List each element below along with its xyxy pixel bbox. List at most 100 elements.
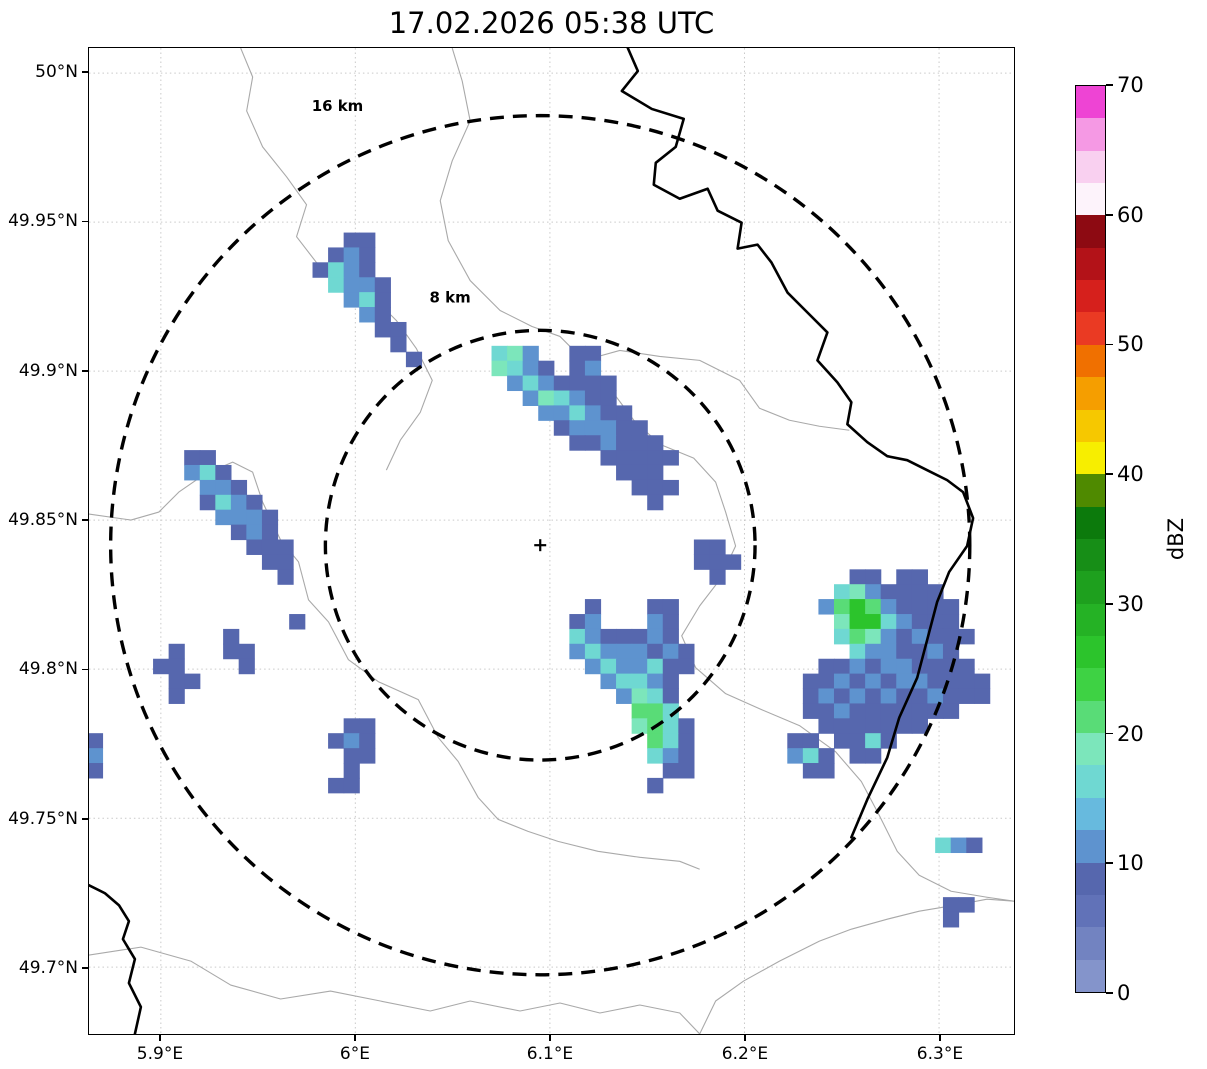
y-tick-label: 49.75°N [8, 808, 78, 829]
y-tick-label: 49.8°N [18, 659, 78, 680]
colorbar-segment [1076, 441, 1105, 475]
x-tick-mark [549, 1035, 551, 1041]
radar-cell [261, 509, 279, 526]
radar-cell [647, 733, 664, 749]
radar-cell [584, 628, 602, 645]
radar-cell [359, 247, 376, 263]
radar-cell [911, 718, 928, 734]
radar-cell [880, 614, 897, 630]
radar-cell [833, 599, 851, 615]
radar-cell [584, 599, 602, 615]
radar-cell [678, 763, 695, 779]
radar-cell [865, 584, 882, 600]
radar-cell [662, 599, 679, 615]
radar-cell [647, 643, 664, 660]
colorbar-axis-label: dBZ [1164, 517, 1188, 561]
radar-cell [343, 733, 360, 749]
radar-cell [662, 628, 679, 645]
radar-cell [647, 658, 664, 675]
radar-cell [865, 673, 882, 690]
colorbar-segment [1076, 215, 1105, 248]
radar-cell [958, 658, 975, 675]
radar-cell [927, 643, 944, 660]
radar-cell [849, 628, 866, 645]
radar-cell [631, 435, 648, 451]
river-line [89, 883, 143, 1034]
colorbar-segment [1076, 409, 1105, 442]
plot-title: 17.02.2026 05:38 UTC [388, 6, 715, 40]
radar-cell [958, 673, 975, 690]
radar-cell [818, 599, 835, 615]
radar-cell [553, 420, 570, 436]
radar-cell [833, 718, 851, 734]
x-tick-label: 6°E [339, 1044, 370, 1064]
radar-cell [289, 614, 306, 630]
colorbar-tick-label: 30 [1117, 591, 1144, 616]
radar-cell [678, 748, 695, 764]
y-tick-label: 50°N [35, 62, 78, 83]
radar-cell [880, 584, 897, 600]
radar-cell [491, 345, 508, 362]
colorbar-segment [1076, 830, 1105, 863]
radar-cell [958, 897, 975, 913]
radar-cell [584, 345, 602, 362]
range-ring-label: 16 km [312, 97, 364, 115]
radar-cell [507, 345, 524, 362]
colorbar-tick-label: 0 [1117, 981, 1131, 1005]
radar-cell [600, 375, 617, 392]
colorbar-tick-label: 70 [1117, 73, 1144, 97]
colorbar-tick-label: 20 [1117, 721, 1144, 746]
map-plot-area: 8 km 16 km [88, 47, 1015, 1035]
radar-cell [662, 703, 679, 719]
radar-cell [647, 464, 664, 481]
radar-cell [647, 494, 664, 511]
colorbar-segment [1076, 344, 1105, 378]
radar-cell [328, 262, 345, 278]
x-tick-label: 6.2°E [721, 1044, 769, 1064]
radar-cell [849, 614, 866, 630]
x-tick-mark [744, 1035, 746, 1041]
radar-cell [818, 673, 835, 690]
radar-cell [89, 763, 104, 779]
radar-cell [725, 554, 742, 570]
radar-cell [584, 360, 602, 377]
radar-cell [522, 360, 539, 377]
radar-cell [678, 643, 695, 660]
radar-cell [662, 643, 679, 660]
radar-cell [522, 390, 539, 406]
radar-cell [880, 703, 897, 719]
radar-cell [631, 703, 648, 719]
radar-cell [584, 435, 602, 451]
radar-cell [584, 658, 602, 675]
radar-cell [818, 718, 835, 734]
radar-cell [896, 673, 913, 690]
radar-cell [631, 658, 648, 675]
radar-cell [865, 599, 882, 615]
radar-cell [662, 718, 679, 734]
colorbar-tick-mark [1106, 732, 1113, 735]
admin-border-line [439, 48, 1014, 902]
radar-cell [849, 688, 866, 704]
radar-cell [507, 360, 524, 377]
radar-cell [553, 405, 570, 421]
radar-cell [246, 539, 263, 555]
radar-cell [184, 464, 201, 481]
radar-cell [631, 420, 648, 436]
radar-cell [865, 703, 882, 719]
radar-cell [802, 688, 820, 704]
radar-cell [168, 688, 185, 704]
range-ring-8km [323, 328, 757, 762]
radar-cell [865, 718, 882, 734]
radar-cell [966, 837, 983, 854]
radar-cell [343, 262, 360, 278]
radar-cell [942, 599, 960, 615]
radar-cell [538, 375, 555, 392]
x-tick-label: 6.1°E [526, 1044, 574, 1064]
radar-cell [374, 292, 391, 308]
radar-cell [911, 673, 928, 690]
radar-cell [662, 450, 679, 466]
radar-cell [584, 420, 602, 436]
radar-cell [328, 247, 345, 263]
radar-cell [849, 569, 866, 585]
radar-cell [818, 703, 835, 719]
